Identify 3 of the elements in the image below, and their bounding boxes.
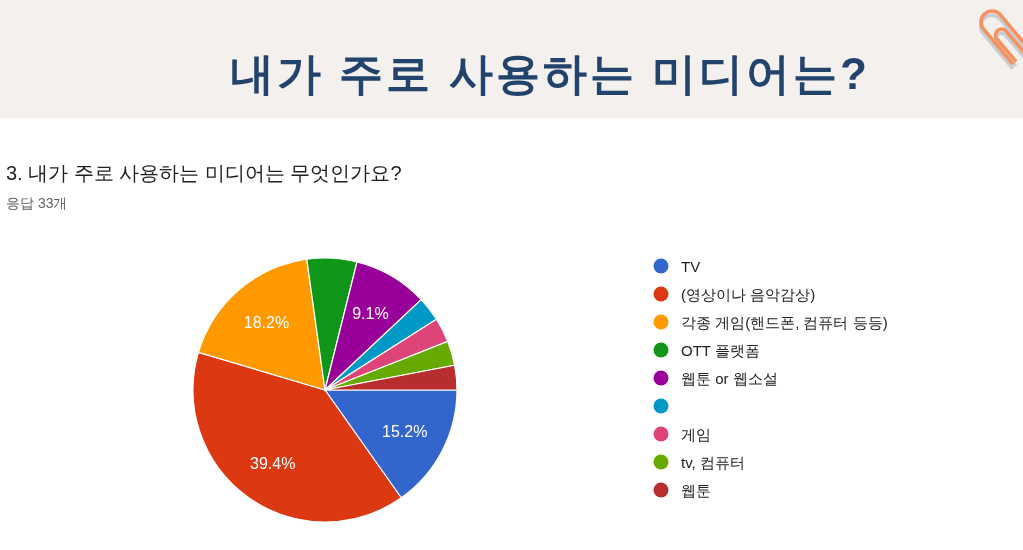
subtitle: 3. 내가 주로 사용하는 미디어는 무엇인가요? xyxy=(6,162,402,184)
title: 내가 주로 사용하는 미디어는? xyxy=(230,49,870,98)
annotation: 응답 33개 xyxy=(6,195,68,211)
